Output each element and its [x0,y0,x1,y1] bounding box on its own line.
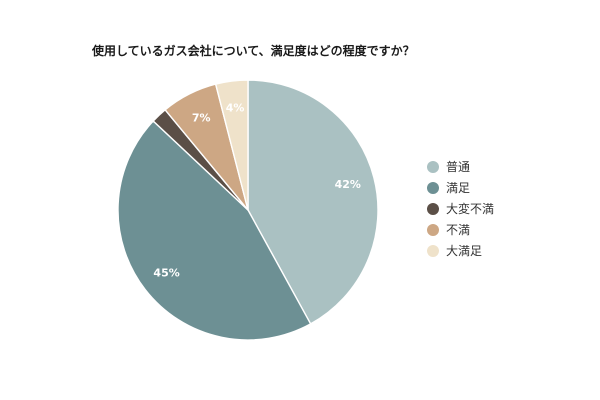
data-label-0: 42% [335,178,361,191]
legend-item-1: 満足 [427,181,470,195]
data-labels: 42% 45% 7% 4% [153,101,361,279]
legend-label-0: 普通 [446,160,470,174]
legend-swatch-1 [427,182,439,194]
legend-item-0: 普通 [427,160,470,174]
legend-swatch-0 [427,161,439,173]
pie-slice-1 [117,120,312,341]
legend-swatch-2 [427,203,439,215]
legend-label-2: 大変不満 [446,201,494,216]
data-label-4: 4% [226,101,245,114]
legend-item-3: 不満 [427,223,470,237]
legend-swatch-3 [427,224,439,236]
pie-slice-0 [247,79,379,325]
pie-slices [117,79,379,341]
data-label-3: 7% [192,112,211,125]
legend-swatch-4 [427,245,439,257]
legend-label-1: 満足 [446,181,470,195]
pie-slice-4 [214,79,249,211]
legend-label-4: 大満足 [446,244,482,258]
data-label-1: 45% [153,267,179,280]
legend-item-2: 大変不満 [427,201,494,216]
chart-title: 使用しているガス会社について、満足度はどの程度ですか？ [91,43,415,58]
legend-label-3: 不満 [446,223,470,237]
legend-item-4: 大満足 [427,244,482,258]
